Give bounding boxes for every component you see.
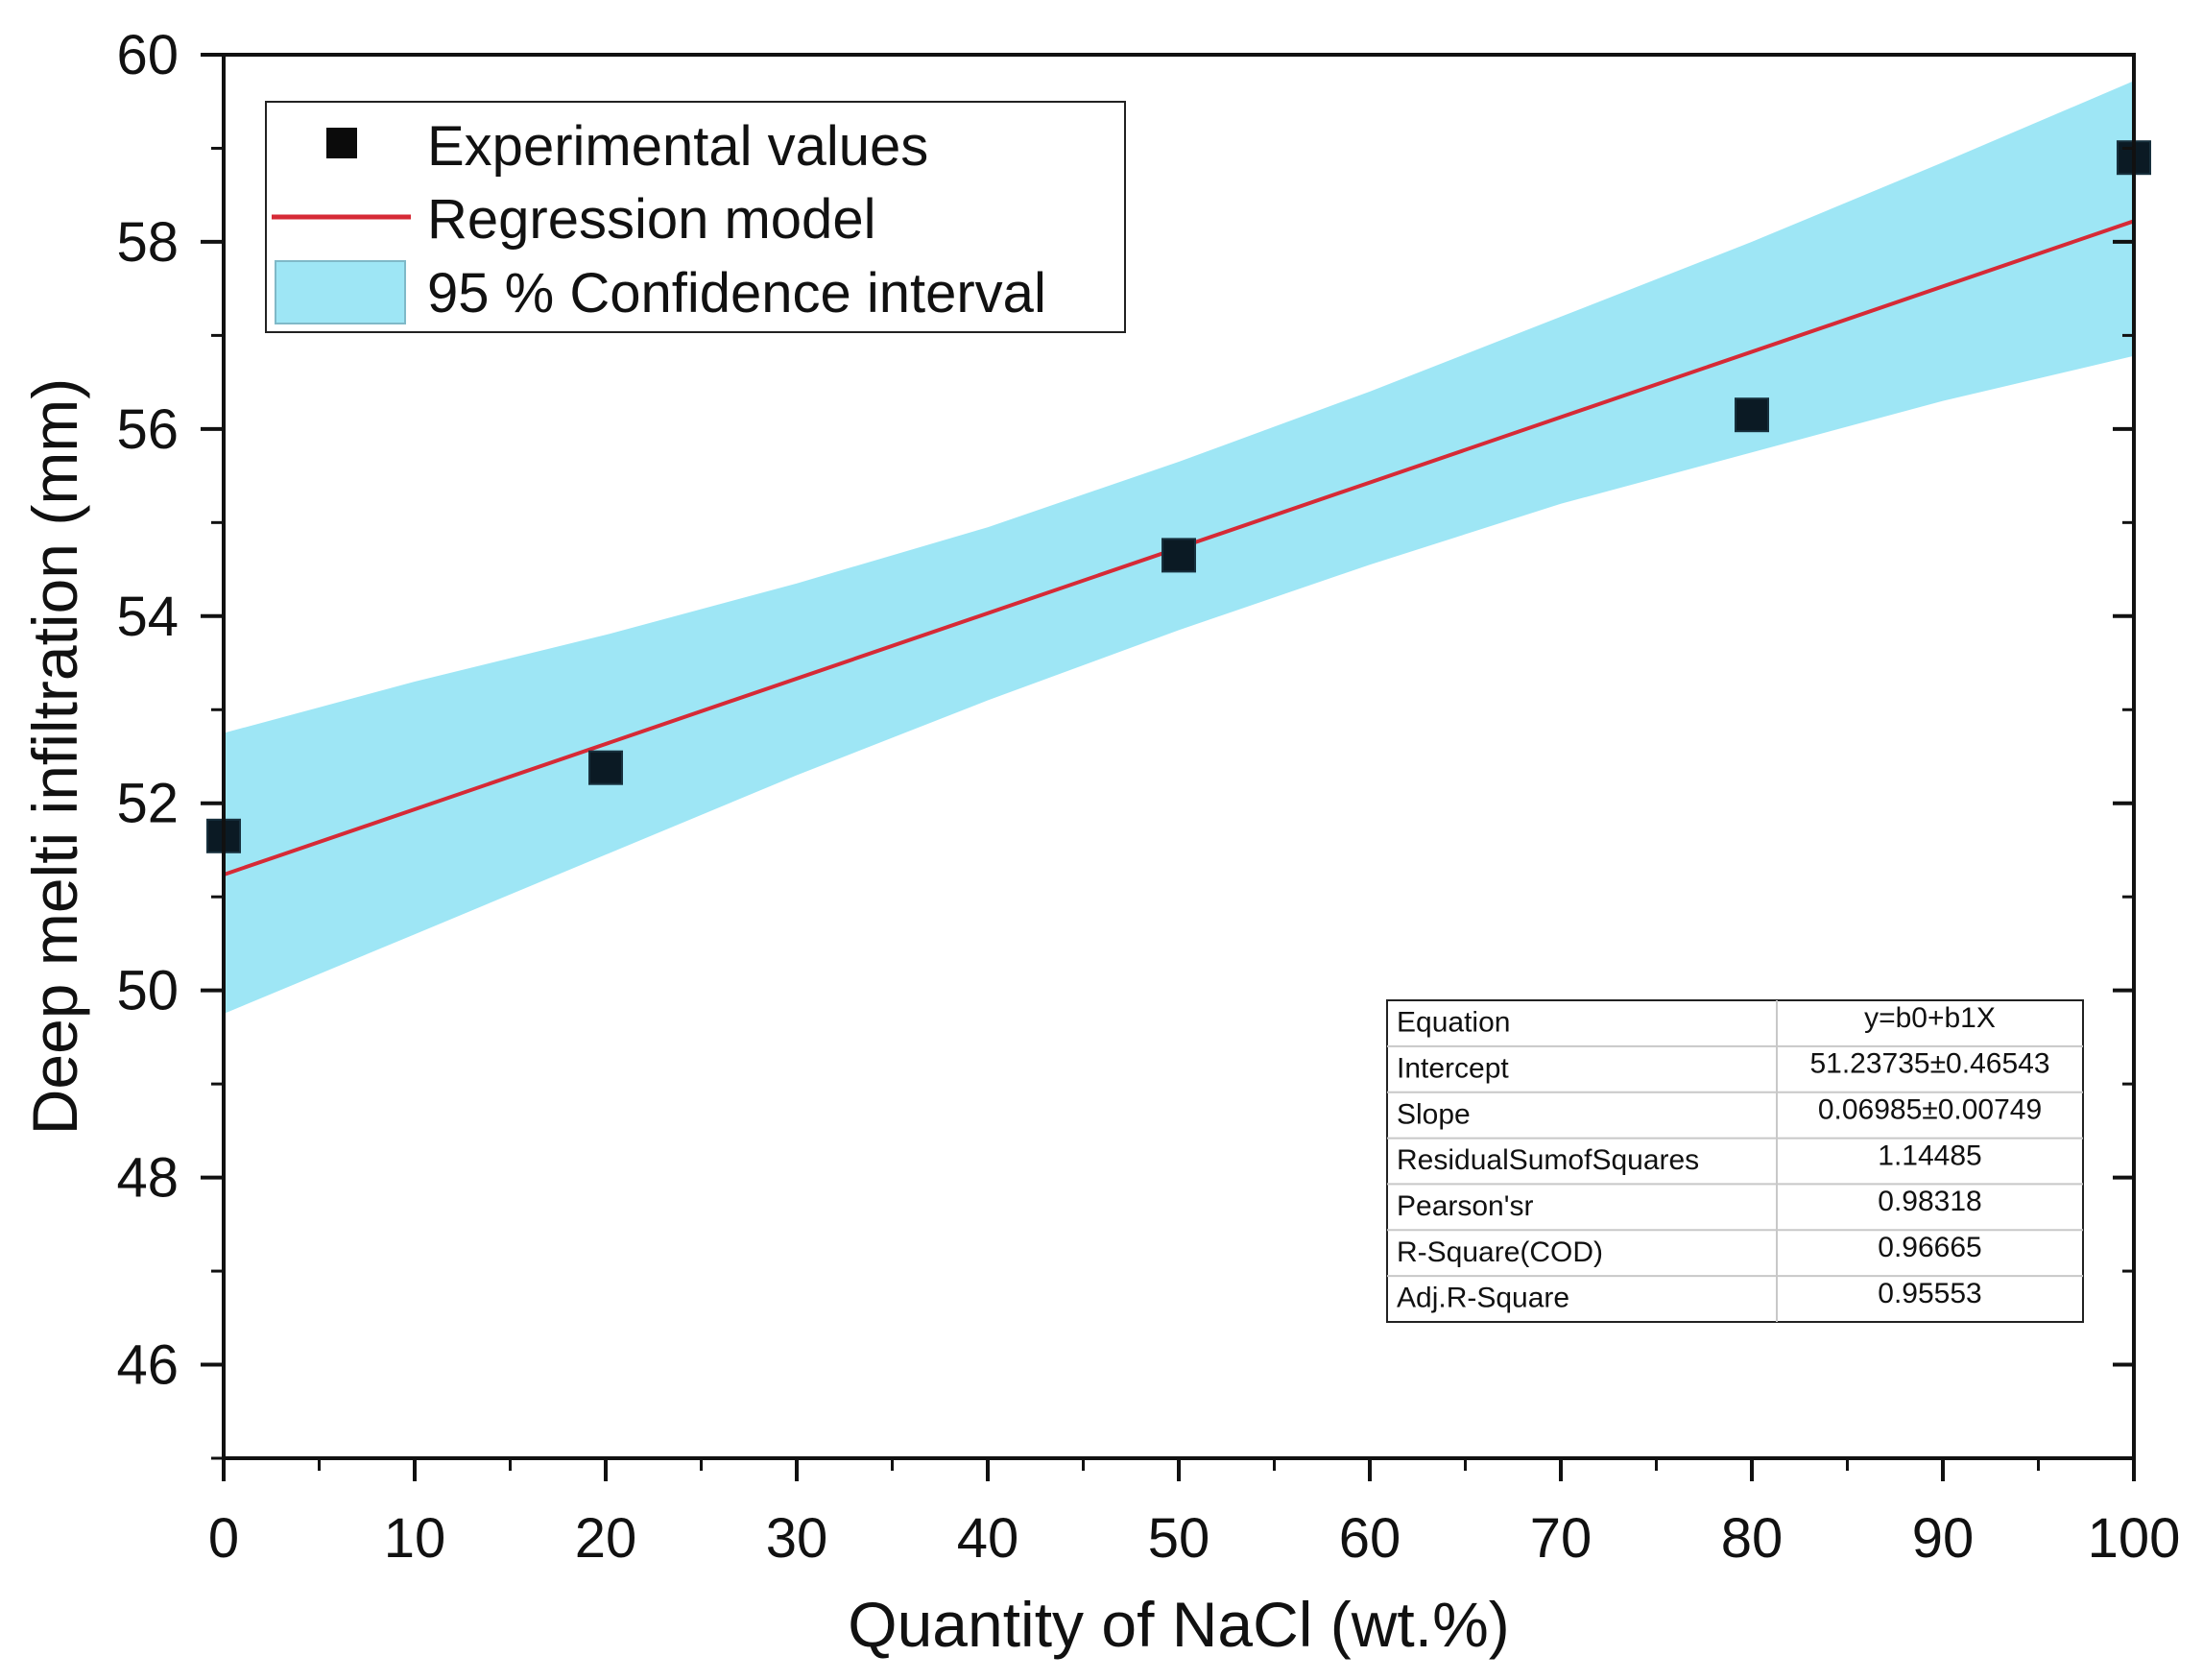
x-tick-label: 0 [208,1507,239,1570]
y-tick-label: 60 [116,24,179,86]
y-tick-label: 58 [116,211,179,274]
legend-square-marker [326,128,357,158]
stats-table-key: Intercept [1397,1052,1509,1084]
legend-band-marker [275,260,406,324]
x-tick-label: 100 [2088,1507,2181,1570]
y-tick-label: 50 [116,960,179,1022]
legend-label-confidence: 95 % Confidence interval [427,262,1046,324]
stats-table-frame [1386,999,2084,1323]
y-tick-label: 48 [116,1147,179,1210]
x-axis-label: Quantity of NaCl (wt.%) [848,1589,1510,1660]
y-tick-label: 52 [116,773,179,835]
stats-table-key: Slope [1397,1098,1471,1130]
y-axis-label: Deep melti infiltration (mm) [19,378,90,1136]
stats-table-value: y=b0+b1X [1864,1002,1996,1034]
stats-table: Equation y=b0+b1X Intercept 51.23735±0.4654… [1386,999,2084,1323]
x-tick-label: 50 [1148,1507,1210,1570]
stats-table-key: Pearson'sr [1397,1190,1533,1222]
data-point [1735,397,1769,433]
data-points-layer [206,140,2151,853]
y-tick-label: 56 [116,398,179,461]
x-tick-label: 90 [1912,1507,1975,1570]
data-point [588,750,623,785]
stats-table-value: 0.95553 [1878,1278,1981,1309]
y-tick-label: 54 [116,586,179,648]
x-tick-label: 10 [384,1507,446,1570]
stats-table-value: 0.96665 [1878,1232,1981,1263]
x-axis-ticks: 0 10 20 30 40 50 60 70 80 90 100 [208,1458,2181,1570]
legend-label-experimental: Experimental values [427,115,928,178]
stats-table-key: Adj.R-Square [1397,1283,1569,1314]
x-tick-label: 60 [1339,1507,1401,1570]
legend: Experimental values Regression model 95 … [265,101,1126,333]
x-tick-label: 30 [766,1507,828,1570]
y-tick-label: 46 [116,1334,179,1397]
stats-table-value: 1.14485 [1878,1140,1981,1171]
x-tick-label: 40 [957,1507,1019,1570]
x-tick-label: 80 [1721,1507,1784,1570]
stats-table-value: 0.98318 [1878,1186,1981,1217]
data-point [1161,538,1196,573]
stats-table-key: ResidualSumofSquares [1397,1144,1699,1176]
y-axis-ticks: 46 48 50 52 54 56 58 60 [116,24,2134,1460]
stats-table-key: Equation [1397,1007,1510,1039]
legend-label-regression: Regression model [427,188,875,251]
x-tick-label: 20 [575,1507,637,1570]
stats-table-value: 0.06985±0.00749 [1818,1093,2042,1125]
stats-table-key: R-Square(COD) [1397,1236,1603,1268]
x-tick-label: 70 [1530,1507,1592,1570]
stats-table-value: 51.23735±0.46543 [1809,1048,2049,1080]
